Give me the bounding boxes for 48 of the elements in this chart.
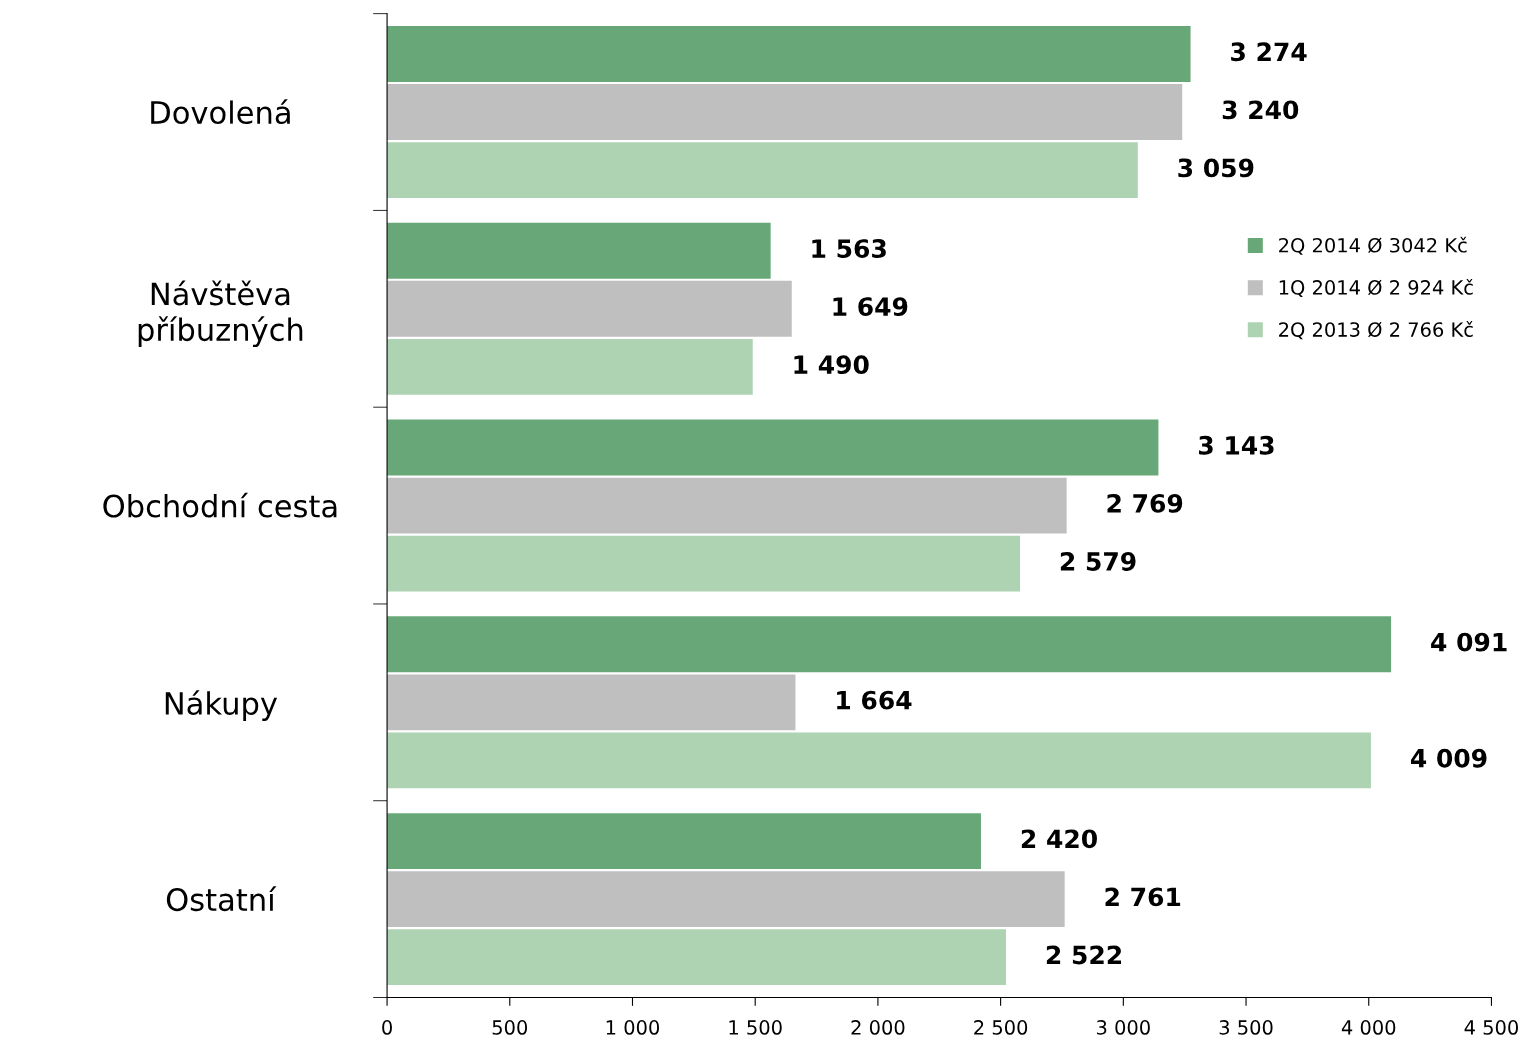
data-label: 3 274 <box>1231 42 1307 62</box>
bar <box>387 84 1183 140</box>
data-label: 4 009 <box>1410 748 1487 768</box>
x-tick-label: 1 500 <box>729 1020 782 1035</box>
legend-label: 2Q 2013 Ø 2 766 Kč <box>1279 321 1473 340</box>
x-tick-label: 0 <box>382 1020 392 1035</box>
bar <box>387 419 1159 476</box>
bar <box>387 280 792 337</box>
data-label: 3 143 <box>1198 435 1274 455</box>
data-label: 1 664 <box>837 690 912 710</box>
bar <box>387 616 1392 673</box>
x-tick-label: 4 500 <box>1464 1020 1518 1035</box>
x-tick-label: 3 000 <box>1096 1020 1150 1035</box>
bar <box>387 871 1065 928</box>
y-tick-label: Nákupy <box>165 690 278 721</box>
x-tick-label: 500 <box>492 1020 528 1035</box>
bar <box>387 813 981 870</box>
bar <box>387 929 1007 986</box>
bar <box>387 732 1371 789</box>
x-tick-label: 2 000 <box>851 1020 905 1035</box>
x-tick-label: 1 000 <box>606 1020 660 1035</box>
y-tick-label: Návštěva příbuzných <box>138 280 303 348</box>
y-tick-label: Dovolená <box>151 99 290 125</box>
bar <box>387 338 753 395</box>
data-label: 1 649 <box>833 297 908 317</box>
data-label: 4 091 <box>1431 632 1507 652</box>
data-label: 2 761 <box>1105 887 1181 907</box>
bar <box>387 142 1138 199</box>
data-label: 1 490 <box>794 355 869 375</box>
x-tick-label: 2 500 <box>974 1020 1028 1035</box>
x-tick-label: 4 000 <box>1341 1020 1396 1035</box>
bar <box>387 535 1021 592</box>
y-tick-label: Ostatní <box>166 886 277 912</box>
data-label: 2 769 <box>1107 493 1183 513</box>
data-label: 3 059 <box>1178 158 1254 178</box>
bar <box>387 477 1067 534</box>
data-label: 2 522 <box>1046 945 1122 965</box>
legend-label: 1Q 2014 Ø 2 924 Kč <box>1279 278 1473 297</box>
data-label: 2 579 <box>1060 551 1136 571</box>
bar <box>387 674 796 731</box>
x-tick-label: 3 500 <box>1219 1020 1273 1035</box>
y-tick-label: Obchodní cesta <box>103 492 337 518</box>
data-label: 2 420 <box>1021 829 1097 849</box>
data-label: 3 240 <box>1222 100 1299 120</box>
legend-label: 2Q 2014 Ø 3042 Kč <box>1279 236 1467 255</box>
bar <box>387 222 771 279</box>
bar <box>387 26 1191 82</box>
data-label: 1 563 <box>812 239 886 259</box>
